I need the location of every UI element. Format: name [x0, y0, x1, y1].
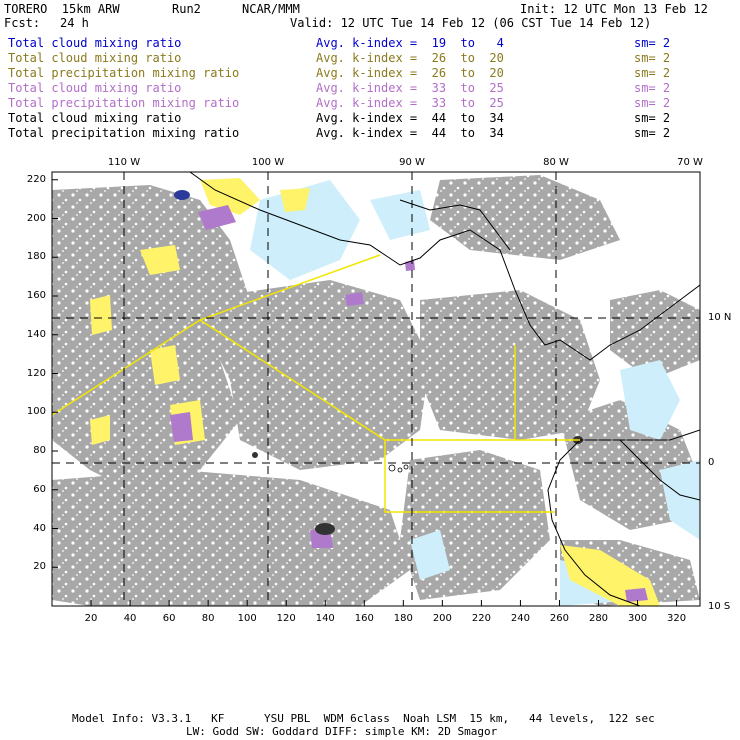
- longitude-label: 110 W: [107, 157, 141, 168]
- y-tick-label: 200: [26, 212, 46, 224]
- legend-idx: Avg. k-index = 44 to 34: [316, 126, 504, 140]
- y-tick-label: 120: [26, 367, 46, 379]
- legend-field: Total cloud mixing ratio: [8, 111, 182, 125]
- org-label: NCAR/MMM: [242, 2, 300, 16]
- longitude-label: 70 W: [677, 157, 703, 168]
- y-tick-label: 60: [33, 483, 46, 495]
- run-label: Run2: [172, 2, 201, 16]
- forecast-label: Fcst:: [4, 16, 41, 30]
- map-frame: [51, 171, 701, 607]
- valid-time: Valid: 12 UTC Tue 14 Feb 12 (06 CST Tue …: [290, 16, 652, 30]
- y-axis-ticks: [52, 179, 58, 568]
- legend-idx: Avg. k-index = 33 to 25: [316, 96, 504, 110]
- x-tick-label: 220: [471, 613, 491, 624]
- forecast-hours: 24 h: [60, 16, 89, 30]
- longitude-label: 90 W: [399, 157, 425, 168]
- x-tick-label: 200: [432, 613, 452, 624]
- coastline: [189, 172, 700, 606]
- y-tick-label: 180: [26, 251, 46, 263]
- x-tick-label: 100: [237, 613, 257, 624]
- legend-field: Total precipitation mixing ratio: [8, 96, 240, 110]
- x-tick-label: 300: [627, 613, 648, 624]
- x-axis-ticks: [90, 600, 678, 606]
- y-tick-label: 140: [26, 328, 46, 340]
- y-tick-label: 20: [33, 561, 46, 573]
- init-time: Init: 12 UTC Mon 13 Feb 12: [520, 2, 708, 16]
- legend-field: Total cloud mixing ratio: [8, 81, 182, 95]
- x-tick-label: 40: [123, 613, 137, 624]
- y-tick-label: 80: [33, 445, 46, 456]
- legend-field: Total cloud mixing ratio: [8, 36, 182, 50]
- model-physics: LW: Godd SW: Goddard DIFF: simple KM: 2D…: [186, 725, 498, 738]
- legend-idx: Avg. k-index = 33 to 25: [316, 81, 504, 95]
- precip-dark: [174, 190, 583, 535]
- x-tick-label: 240: [510, 613, 530, 624]
- cloud-field-light-blue: [250, 180, 700, 606]
- x-tick-label: 280: [588, 613, 609, 624]
- model-info: Model Info: V3.3.1 KF YSU PBL WDM 6class…: [72, 712, 655, 725]
- legend-idx: Avg. k-index = 19 to 4: [316, 36, 504, 50]
- y-tick-label: 40: [33, 522, 46, 534]
- x-tick-label: 320: [667, 613, 687, 624]
- y-tick-label: 160: [26, 290, 46, 301]
- legend-idx: Avg. k-index = 26 to 20: [316, 51, 504, 65]
- x-tick-label: 140: [315, 613, 335, 624]
- legend-field: Total precipitation mixing ratio: [8, 66, 240, 80]
- lat-lon-grid: [52, 172, 700, 606]
- y-tick-label: 220: [26, 173, 46, 185]
- legend-field: Total precipitation mixing ratio: [8, 126, 240, 140]
- legend-sm: sm= 2: [634, 126, 671, 140]
- galapagos-islands: [388, 464, 409, 473]
- legend-idx: Avg. k-index = 44 to 34: [316, 111, 504, 125]
- legend-sm: sm= 2: [634, 36, 671, 50]
- x-tick-label: 180: [393, 613, 413, 624]
- latitude-label: 10 S: [708, 601, 731, 612]
- x-tick-label: 260: [549, 613, 570, 624]
- legend-idx: Avg. k-index = 26 to 20: [316, 66, 504, 80]
- y-tick-label: 100: [26, 406, 46, 418]
- legend-sm: sm= 2: [634, 111, 671, 125]
- x-tick-label: 60: [162, 613, 176, 624]
- latitude-label: 10 N: [708, 312, 732, 323]
- longitude-label: 100 W: [251, 157, 285, 168]
- cloud-field-gray: [52, 175, 700, 606]
- legend-sm: sm= 2: [634, 96, 671, 110]
- legend-sm: sm= 2: [634, 66, 671, 80]
- legend-field: Total cloud mixing ratio: [8, 51, 182, 65]
- longitude-label: 80 W: [543, 157, 569, 168]
- x-tick-label: 120: [276, 613, 296, 624]
- legend-sm: sm= 2: [634, 81, 671, 95]
- analysis-boxes: [52, 254, 580, 513]
- x-tick-label: 160: [354, 613, 374, 624]
- latitude-label: 0: [708, 457, 715, 468]
- x-tick-label: 20: [84, 613, 98, 624]
- x-tick-label: 80: [201, 613, 215, 624]
- model-name: TORERO 15km ARW: [4, 2, 120, 16]
- legend-sm: sm= 2: [634, 51, 671, 65]
